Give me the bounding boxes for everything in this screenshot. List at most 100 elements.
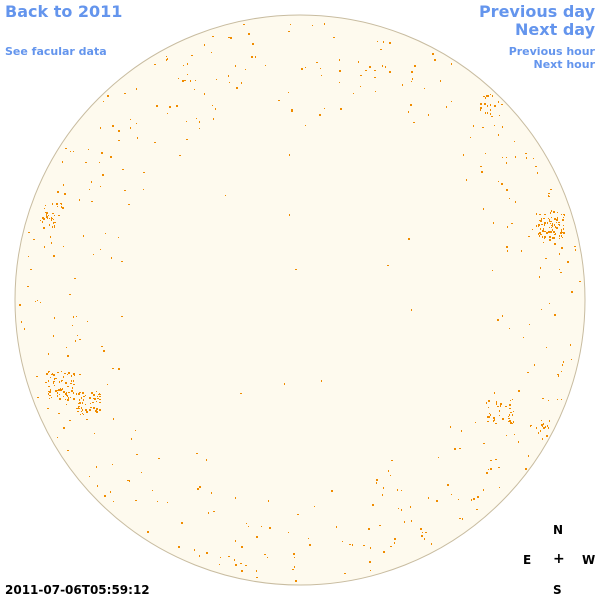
facula-speck <box>65 399 66 400</box>
facula-speck <box>59 394 60 395</box>
facula-speck <box>494 419 495 421</box>
facula-speck <box>477 496 479 498</box>
facula-speck <box>86 419 88 420</box>
facula-speck <box>539 214 541 215</box>
facula-speck <box>410 104 412 106</box>
next-hour-link[interactable]: Next hour <box>533 58 596 71</box>
facula-speck <box>540 267 541 269</box>
facula-speck <box>71 380 72 382</box>
facula-speck <box>57 392 58 394</box>
facula-speck <box>401 509 402 511</box>
facula-speck <box>555 226 556 228</box>
facula-speck <box>575 249 576 251</box>
facula-speck <box>96 412 98 413</box>
facula-speck <box>95 398 96 400</box>
facula-speck <box>558 224 560 225</box>
facula-speck <box>225 195 226 196</box>
facula-speck <box>412 78 413 80</box>
facula-speck <box>536 427 537 429</box>
facula-speck <box>199 486 201 488</box>
previous-day-link[interactable]: Previous day <box>478 2 595 21</box>
facula-speck <box>408 111 409 113</box>
facula-speck <box>100 127 101 129</box>
facula-speck <box>544 231 546 232</box>
facula-speck <box>216 79 217 80</box>
facula-speck <box>99 399 101 400</box>
facula-speck <box>63 246 64 247</box>
facula-speck <box>541 425 542 426</box>
facula-speck <box>551 210 552 212</box>
facula-speck <box>261 526 262 527</box>
facula-speck <box>552 237 553 239</box>
facula-speck <box>45 205 46 206</box>
facula-speck <box>536 213 537 215</box>
facula-speck <box>69 294 71 295</box>
facula-speck <box>383 41 384 43</box>
facula-speck <box>447 484 449 486</box>
facula-speck <box>463 154 464 156</box>
facula-speck <box>515 201 516 203</box>
facula-speck <box>63 184 64 186</box>
facula-speck <box>500 405 501 407</box>
facula-speck <box>561 233 562 234</box>
previous-hour-link[interactable]: Previous hour <box>508 45 595 58</box>
facula-speck <box>236 87 238 89</box>
facula-speck <box>85 404 86 405</box>
facula-speck <box>483 489 484 491</box>
facula-speck <box>542 398 544 399</box>
next-day-link[interactable]: Next day <box>515 20 595 39</box>
facula-speck <box>571 291 573 293</box>
facula-speck <box>48 391 49 392</box>
facula-speck <box>112 368 114 369</box>
facula-speck <box>213 511 215 512</box>
see-facular-data-link[interactable]: See facular data <box>5 45 107 58</box>
facula-speck <box>141 472 142 473</box>
facula-speck <box>47 408 49 409</box>
facula-speck <box>137 137 138 139</box>
facula-speck <box>390 546 392 547</box>
facula-speck <box>422 532 423 533</box>
facula-speck <box>487 96 489 97</box>
facula-speck <box>550 223 551 224</box>
facula-speck <box>475 422 476 423</box>
facula-speck <box>54 225 55 226</box>
facula-speck <box>548 218 549 219</box>
facula-speck <box>496 403 497 405</box>
facula-speck <box>314 506 315 507</box>
facula-speck <box>235 540 236 542</box>
facula-speck <box>518 390 520 392</box>
facula-speck <box>127 480 129 481</box>
facula-speck <box>470 137 471 138</box>
facula-speck <box>545 426 546 428</box>
facula-speck <box>508 416 509 417</box>
facula-speck <box>51 397 52 398</box>
facula-speck <box>534 364 535 366</box>
facula-speck <box>204 44 205 46</box>
facula-speck <box>542 236 543 238</box>
facula-speck <box>122 169 124 170</box>
facula-speck <box>182 80 184 82</box>
facula-speck <box>264 554 266 555</box>
facula-speck <box>548 193 550 194</box>
back-to-year-link[interactable]: Back to 2011 <box>5 2 123 21</box>
facula-speck <box>72 387 73 389</box>
facula-speck <box>99 402 101 403</box>
facula-speck <box>365 70 367 71</box>
facula-speck <box>196 118 197 119</box>
facula-speck <box>551 225 553 226</box>
facula-speck <box>212 105 213 106</box>
facula-speck <box>487 95 489 96</box>
facula-speck <box>353 93 354 94</box>
facula-speck <box>135 500 137 501</box>
facula-speck <box>488 469 489 470</box>
facula-speck <box>57 390 58 391</box>
facula-speck <box>79 399 80 401</box>
facula-speck <box>167 113 168 114</box>
facula-speck <box>240 393 242 394</box>
facula-speck <box>324 108 325 109</box>
facula-speck <box>553 231 555 233</box>
facula-speck <box>494 125 495 126</box>
facula-speck <box>57 395 58 397</box>
facula-speck <box>563 361 564 363</box>
facula-speck <box>554 243 556 245</box>
